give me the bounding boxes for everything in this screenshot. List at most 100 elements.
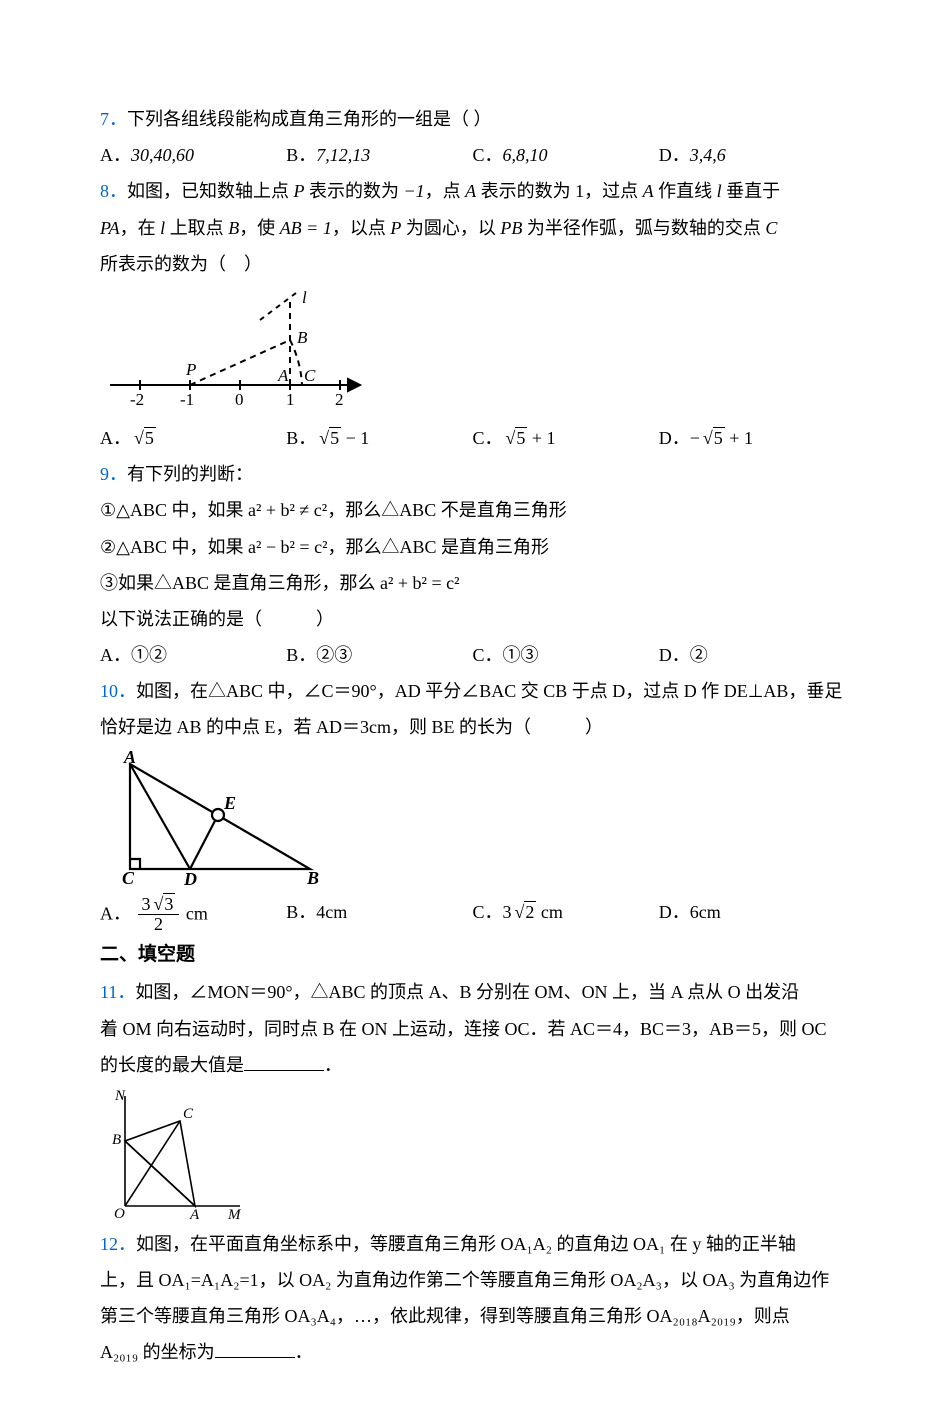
q10-t1: 如图，在△ABC 中，∠C＝90°，AD 平分∠BAC 交 CB 于点 D，过点… <box>136 681 842 701</box>
q8-line1: 8．如图，已知数轴上点 P 表示的数为 −1，点 A 表示的数为 1，过点 A … <box>100 174 845 208</box>
q10-lB: B <box>306 868 319 888</box>
q9-opt-a: A．①② <box>100 638 286 672</box>
q8-t3: ，点 <box>425 181 461 201</box>
q8-t5: 作直线 <box>658 181 712 201</box>
q7-opt-a-val: 30,40,60 <box>131 145 194 165</box>
q11-line3: 的长度的最大值是． <box>100 1048 845 1082</box>
q10-line2: 恰好是边 AB 的中点 E，若 AD＝3cm，则 BE 的长为（ ） <box>100 710 845 744</box>
q8-opt-c: C． 5 + 1 <box>473 421 659 455</box>
q8a-rad: 5 <box>144 427 156 448</box>
q7-number: 7． <box>100 109 127 129</box>
svg-text:-2: -2 <box>130 390 144 409</box>
q8-A2: A <box>643 181 654 201</box>
q7-stem: 下列各组线段能构成直角三角形的一组是（ ） <box>127 109 492 129</box>
q8b-rad: 5 <box>329 427 341 448</box>
q7-opt-c-label: C． <box>473 145 503 165</box>
q8-dlabel-B: B <box>297 328 308 347</box>
q8-PB: PB <box>500 218 522 238</box>
q10-lC: C <box>122 868 135 888</box>
q10a-nrad: 3 <box>163 893 175 914</box>
q8-t4: 表示的数为 1，过点 <box>481 181 639 201</box>
q8-options: A．5 B．5 − 1 C．5 + 1 D．−5 + 1 <box>100 421 845 455</box>
q10a-den: 2 <box>150 915 167 935</box>
q8-number: 8． <box>100 181 127 201</box>
q11-lM: M <box>227 1207 242 1221</box>
q11-svg: N B C O A M <box>100 1086 250 1221</box>
q9-options: A．①② B．②③ C．①③ D．② <box>100 638 845 672</box>
q7-opt-d: D．3,4,6 <box>659 138 845 172</box>
q8-line3: 所表示的数为（ ） <box>100 247 845 281</box>
q11-lA: A <box>189 1207 200 1221</box>
q8-t2: 表示的数为 <box>309 181 399 201</box>
q8-t6: 垂直于 <box>726 181 780 201</box>
q11-lB: B <box>112 1132 121 1148</box>
q8-l: l <box>717 181 722 201</box>
q7-opt-c: C．6,8,10 <box>473 138 659 172</box>
q10-line1: 10．如图，在△ABC 中，∠C＝90°，AD 平分∠BAC 交 CB 于点 D… <box>100 674 845 708</box>
q10-opt-d: D．6cm <box>659 895 845 936</box>
q7-opt-d-val: 3,4,6 <box>690 145 726 165</box>
q10-svg: A B C D E <box>100 749 330 889</box>
q10-opt-c: C．3 2 cm <box>473 895 659 936</box>
q10-options: A． 33 2 cm B．4cm C．3 2 cm D．6cm <box>100 895 845 936</box>
q12-blank <box>215 1338 295 1359</box>
q7-opt-b-val: 7,12,13 <box>316 145 370 165</box>
q11-lO: O <box>114 1206 125 1221</box>
q12-t4b: ． <box>295 1342 313 1362</box>
q7-opt-b-label: B． <box>286 145 316 165</box>
q10c-unit: cm <box>536 902 563 922</box>
q8-svg: P A B C l -2 -1 0 1 2 <box>100 285 380 415</box>
svg-text:0: 0 <box>235 390 244 409</box>
q8-AB1: AB = 1 <box>280 218 332 238</box>
q8d-suf: + 1 <box>725 428 753 448</box>
q7-opt-c-val: 6,8,10 <box>503 145 548 165</box>
q7-opt-b: B．7,12,13 <box>286 138 472 172</box>
q8-P: P <box>294 181 305 201</box>
q8-B: B <box>228 218 239 238</box>
q8-PA: PA <box>100 218 120 238</box>
q10a-ncoef: 3 <box>142 894 151 914</box>
q10c-lab: C．3 <box>473 902 512 922</box>
q8-t10: ，以点 <box>332 218 386 238</box>
q8-t9: ，使 <box>239 218 275 238</box>
q8-P2: P <box>390 218 401 238</box>
q8-dlabel-C: C <box>304 366 316 385</box>
q10-number: 10． <box>100 681 136 701</box>
q9-opt-c: C．①③ <box>473 638 659 672</box>
q8-t7: ，在 <box>120 218 156 238</box>
q12-line1: 12．如图，在平面直角坐标系中，等腰直角三角形 OA₁A₂ 的直角边 OA₁ 在… <box>100 1227 845 1261</box>
q10-opt-b: B．4cm <box>286 895 472 936</box>
q12-t4a: A₂₀₁₉ 的坐标为 <box>100 1342 215 1362</box>
q8-A: A <box>465 181 476 201</box>
q11-t3a: 的长度的最大值是 <box>100 1055 244 1075</box>
q8c-rad: 5 <box>515 427 527 448</box>
q8-t8: 上取点 <box>170 218 224 238</box>
q8-diagram: P A B C l -2 -1 0 1 2 <box>100 285 845 415</box>
svg-text:-1: -1 <box>180 390 194 409</box>
q8-dlabel-l: l <box>302 288 307 307</box>
q8-neg1: −1 <box>404 181 425 201</box>
q8d-pre: − <box>690 428 700 448</box>
q10a-lab: A． <box>100 903 131 923</box>
q10-lE: E <box>223 793 236 813</box>
section-2-header: 二、填空题 <box>100 937 845 973</box>
svg-text:1: 1 <box>286 390 295 409</box>
q7-opt-a-label: A． <box>100 145 131 165</box>
q12-number: 12． <box>100 1234 136 1254</box>
q8c-suf: + 1 <box>527 428 555 448</box>
q8b-lab: B． <box>286 428 316 448</box>
q11-line2: 着 OM 向右运动时，同时点 B 在 ON 上运动，连接 OC．若 AC＝4，B… <box>100 1012 845 1046</box>
q9-opt-b: B．②③ <box>286 638 472 672</box>
q12-line3: 第三个等腰直角三角形 OA₃A₄，…，依此规律，得到等腰直角三角形 OA₂₀₁₈… <box>100 1299 845 1333</box>
q7-opt-a: A．30,40,60 <box>100 138 286 172</box>
q11-t1: 如图，∠MON＝90°，△ABC 的顶点 A、B 分别在 OM、ON 上，当 A… <box>135 982 799 1002</box>
q10c-rad: 2 <box>524 901 536 922</box>
svg-text:2: 2 <box>335 390 344 409</box>
q8b-suf: − 1 <box>341 428 369 448</box>
q8a-lab: A． <box>100 428 131 448</box>
q8d-rad: 5 <box>713 427 725 448</box>
q10-lA: A <box>123 749 136 767</box>
q8c-lab: C． <box>473 428 503 448</box>
q9-l2: ②△ABC 中，如果 a² − b² = c²，那么△ABC 是直角三角形 <box>100 530 845 564</box>
q11-number: 11． <box>100 982 135 1002</box>
